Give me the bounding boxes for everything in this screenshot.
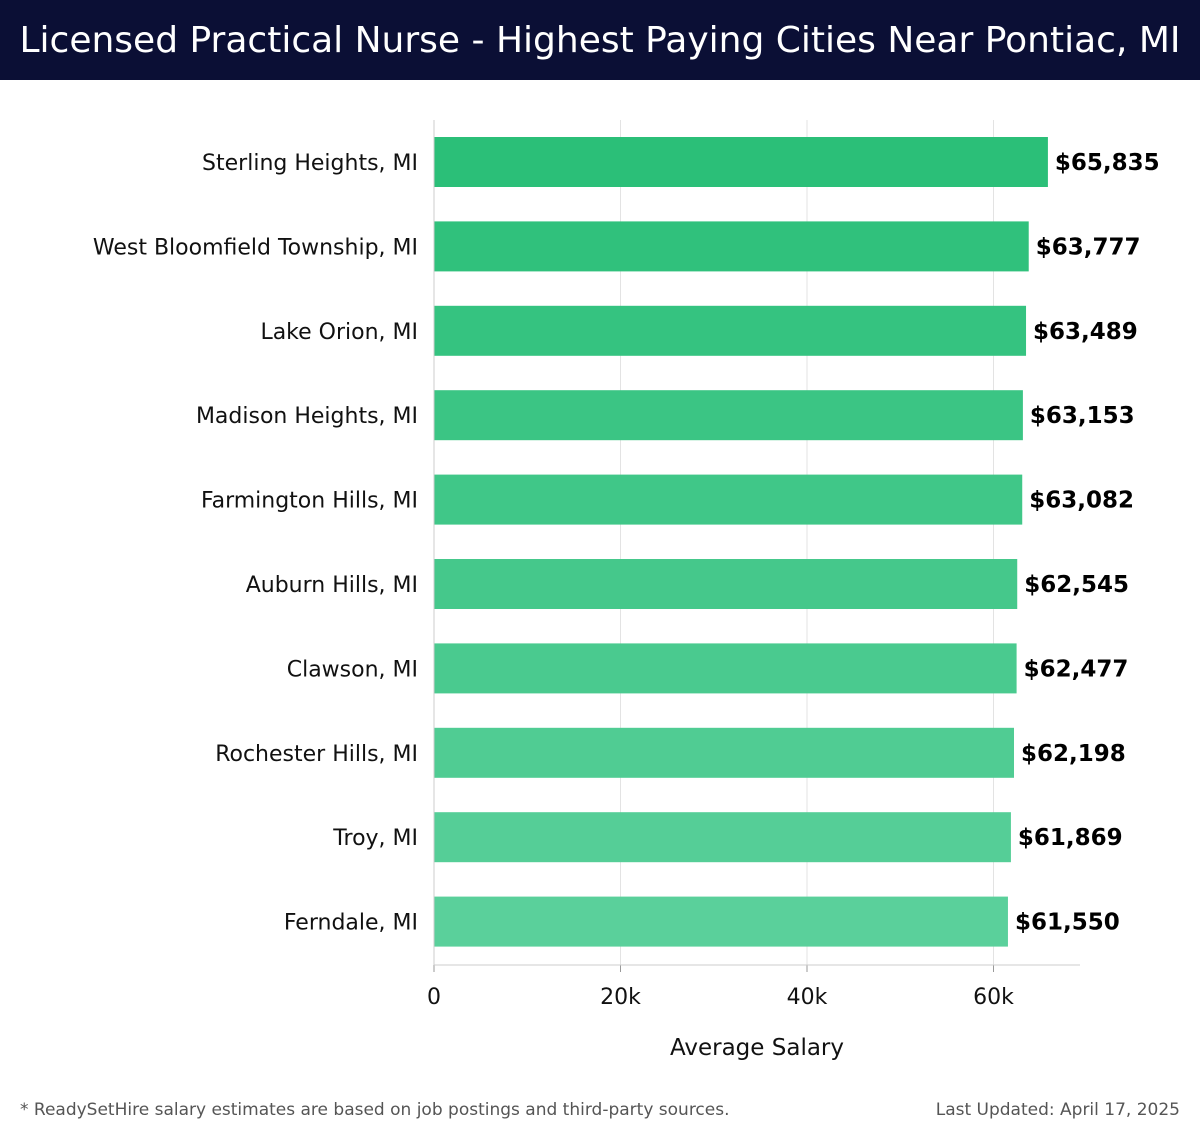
x-tick-label: 60k (973, 985, 1014, 1010)
value-label: $61,550 (1015, 910, 1120, 936)
bar (434, 305, 1027, 356)
bar-chart: Sterling Heights, MI $65,835 West Bloomfie… (93, 120, 1160, 1061)
category-label: Clawson, MI (287, 657, 418, 682)
last-updated: Last Updated: April 17, 2025 (935, 1100, 1180, 1120)
category-label: Auburn Hills, MI (246, 573, 418, 598)
bar (434, 559, 1018, 609)
value-label: $62,198 (1021, 741, 1126, 767)
value-label: $62,477 (1024, 656, 1129, 682)
x-axis-title: Average Salary (670, 1035, 844, 1061)
x-tick-label: 40k (787, 985, 828, 1010)
value-label: $63,489 (1033, 319, 1138, 345)
x-tick-label: 20k (600, 985, 641, 1010)
bar (434, 727, 1014, 778)
category-label: Lake Orion, MI (260, 320, 418, 345)
x-axis: 0 20k 40k 60k (427, 120, 1080, 1010)
category-label: West Bloomfield Township, MI (93, 235, 418, 260)
category-label: Ferndale, MI (284, 911, 418, 936)
bar (434, 137, 1048, 187)
category-label: Madison Heights, MI (196, 404, 418, 429)
footnote: * ReadySetHire salary estimates are base… (20, 1100, 730, 1120)
category-label: Rochester Hills, MI (215, 742, 418, 767)
category-label: Troy, MI (332, 826, 418, 851)
value-label: $63,777 (1036, 234, 1141, 260)
bar (434, 643, 1017, 694)
bar (434, 896, 1008, 947)
x-tick-label: 0 (427, 985, 441, 1010)
value-label: $65,835 (1055, 150, 1160, 176)
value-label: $63,153 (1030, 403, 1135, 429)
category-label: Sterling Heights, MI (202, 151, 418, 176)
bar (434, 390, 1023, 441)
bar (434, 474, 1023, 525)
chart-title-bar: Licensed Practical Nurse - Highest Payin… (0, 0, 1200, 80)
bars: Sterling Heights, MI $65,835 West Bloomfie… (93, 137, 1160, 947)
value-label: $63,082 (1029, 488, 1134, 514)
chart-title: Licensed Practical Nurse - Highest Payin… (19, 19, 1181, 61)
value-label: $62,545 (1024, 572, 1129, 598)
value-label: $61,869 (1018, 825, 1123, 851)
category-label: Farmington Hills, MI (201, 489, 418, 514)
bar (434, 812, 1011, 863)
bar (434, 221, 1029, 272)
